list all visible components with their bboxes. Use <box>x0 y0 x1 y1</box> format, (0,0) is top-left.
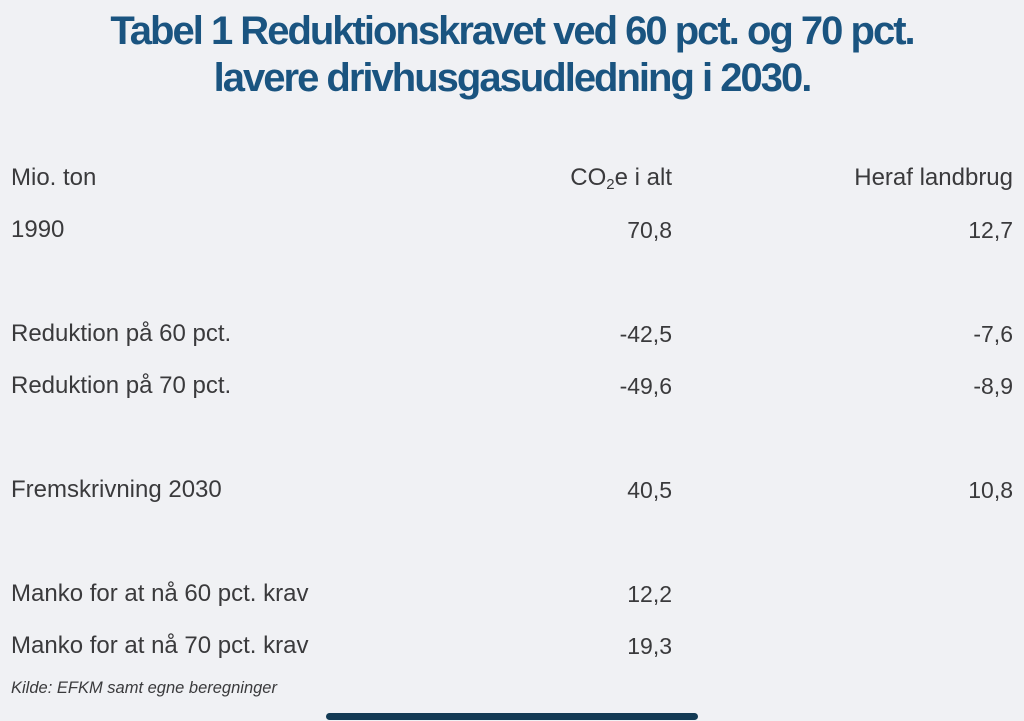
row-label: Reduktion på 60 pct. <box>11 320 232 347</box>
column-header-agriculture: Heraf landbrug <box>854 164 1013 191</box>
spacer-row <box>11 256 1013 308</box>
row-value-co2e-total: 40,5 <box>627 476 672 503</box>
table-header-row: Mio. ton CO2e i alt Heraf landbrug <box>11 152 1013 204</box>
table-row: Reduktion på 60 pct. -42,5 -7,6 <box>11 308 1013 360</box>
column-header-unit: Mio. ton <box>11 164 97 191</box>
row-value-agriculture: 10,8 <box>968 476 1013 503</box>
table-title: Tabel 1 Reduktionskravet ved 60 pct. og … <box>0 0 1024 102</box>
row-label: Reduktion på 70 pct. <box>11 372 232 399</box>
spacer-row <box>11 516 1013 568</box>
row-value-agriculture: -7,6 <box>973 320 1013 347</box>
row-label: Manko for at nå 60 pct. krav <box>11 580 309 607</box>
row-value-agriculture: -8,9 <box>973 372 1013 399</box>
row-label: Fremskrivning 2030 <box>11 476 222 503</box>
row-value-co2e-total: 12,2 <box>627 580 672 607</box>
row-label: Manko for at nå 70 pct. krav <box>11 632 309 659</box>
row-value-agriculture: 12,7 <box>968 216 1013 243</box>
row-value-co2e-total: 70,8 <box>627 216 672 243</box>
table-title-line1: Tabel 1 Reduktionskravet ved 60 pct. og … <box>110 9 915 53</box>
source-note: Kilde: EFKM samt egne beregninger <box>11 679 277 697</box>
co2-subscript: 2 <box>606 176 615 193</box>
table-row: Manko for at nå 60 pct. krav 12,2 <box>11 568 1013 620</box>
column-header-co2e-total: CO2e i alt <box>570 164 672 193</box>
row-value-co2e-total: -49,6 <box>619 372 672 399</box>
home-indicator-bar <box>326 713 698 720</box>
table-row: Manko for at nå 70 pct. krav 19,3 <box>11 620 1013 672</box>
table-row: 1990 70,8 12,7 <box>11 204 1013 256</box>
spacer-row <box>11 412 1013 464</box>
row-label: 1990 <box>11 216 65 243</box>
emissions-table: Mio. ton CO2e i alt Heraf landbrug 1990 … <box>0 152 1024 672</box>
row-value-co2e-total: 19,3 <box>627 632 672 659</box>
table-title-line2: lavere drivhusgasudledning i 2030. <box>213 56 813 100</box>
row-value-co2e-total: -42,5 <box>619 320 672 347</box>
table-body: 1990 70,8 12,7 Reduktion på 60 pct. -42,… <box>11 204 1013 672</box>
table-row: Reduktion på 70 pct. -49,6 -8,9 <box>11 360 1013 412</box>
table-row: Fremskrivning 2030 40,5 10,8 <box>11 464 1013 516</box>
